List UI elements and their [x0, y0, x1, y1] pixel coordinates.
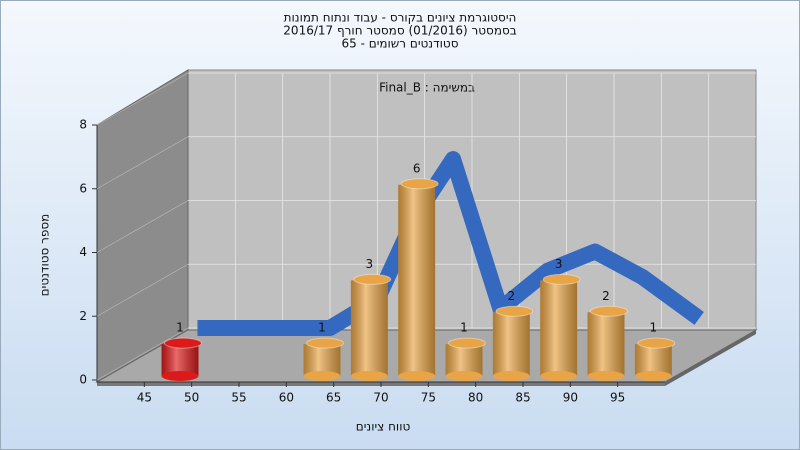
bar-bottom [587, 371, 625, 381]
x-tick-label: 80 [468, 391, 483, 405]
chart-title: היסטוגרמת ציונים בקורס - עבוד ונתוח תמונ… [284, 11, 517, 25]
bar-bottom [540, 371, 578, 381]
value-label: 1 [318, 321, 326, 335]
y-tick-label: 4 [79, 245, 87, 259]
bar-bottom [492, 371, 530, 381]
value-label: 3 [555, 257, 563, 271]
bar-bottom [303, 371, 341, 381]
grid-line [96, 72, 189, 126]
x-tick-label: 90 [563, 391, 578, 405]
bar-bottom [161, 371, 199, 381]
value-label: 2 [602, 289, 610, 303]
bar-top [637, 337, 676, 349]
bar-shade [540, 280, 578, 376]
bar-bottom [398, 371, 436, 381]
bar-shade [492, 312, 530, 376]
chart-title: בסמסטר (01/2016) סמסטר חורף 2016/17 [283, 24, 516, 38]
bar-top [164, 337, 202, 349]
bar-top [353, 273, 392, 285]
bar-shade [634, 344, 672, 376]
value-label: 3 [366, 257, 374, 271]
x-tick-label: 60 [279, 391, 294, 405]
x-tick-label: 50 [184, 391, 199, 405]
bar-shade [445, 344, 483, 376]
y-axis-label: מספר סטודנטים [38, 214, 52, 297]
value-label: 1 [650, 321, 658, 335]
bar-shade [303, 344, 341, 376]
grid-line [96, 136, 189, 190]
bar-top [542, 273, 581, 285]
bar-shade [350, 280, 388, 376]
x-axis-label: טווח ציונים [356, 420, 411, 434]
chart-title: סטודנטים רשומים - 65 [341, 37, 458, 51]
bar-top [400, 178, 439, 190]
bar-shade [587, 312, 625, 376]
grid-line [96, 327, 189, 381]
bar-top [590, 305, 628, 317]
value-label: 1 [176, 321, 184, 335]
y-tick-label: 0 [79, 373, 87, 387]
x-tick-label: 75 [421, 391, 436, 405]
x-tick-label: 70 [373, 391, 388, 405]
x-tick-label: 55 [231, 391, 246, 405]
y-tick-label: 6 [79, 181, 87, 195]
value-label: 2 [508, 289, 516, 303]
value-label: 1 [460, 321, 468, 335]
bar-top [495, 305, 534, 317]
bar-bottom [445, 371, 483, 381]
floor-side [665, 330, 756, 386]
y-tick-label: 2 [79, 309, 87, 323]
bar-bottom [350, 371, 388, 381]
y-tick-label: 8 [79, 118, 87, 132]
value-label: 6 [413, 161, 421, 175]
x-tick-label: 65 [326, 391, 341, 405]
x-tick-label: 95 [610, 391, 625, 405]
bar-shade [398, 184, 436, 376]
x-tick-label: 45 [137, 391, 152, 405]
bar-bottom [634, 371, 672, 381]
bar-shade [161, 344, 199, 376]
grid-line [96, 263, 189, 317]
grid-line [96, 200, 189, 253]
x-tick-label: 85 [515, 391, 530, 405]
left-wall [96, 69, 189, 383]
bar-top [306, 337, 344, 349]
bar-top [448, 337, 486, 349]
annotation: Final_B : במשימה [379, 81, 475, 95]
